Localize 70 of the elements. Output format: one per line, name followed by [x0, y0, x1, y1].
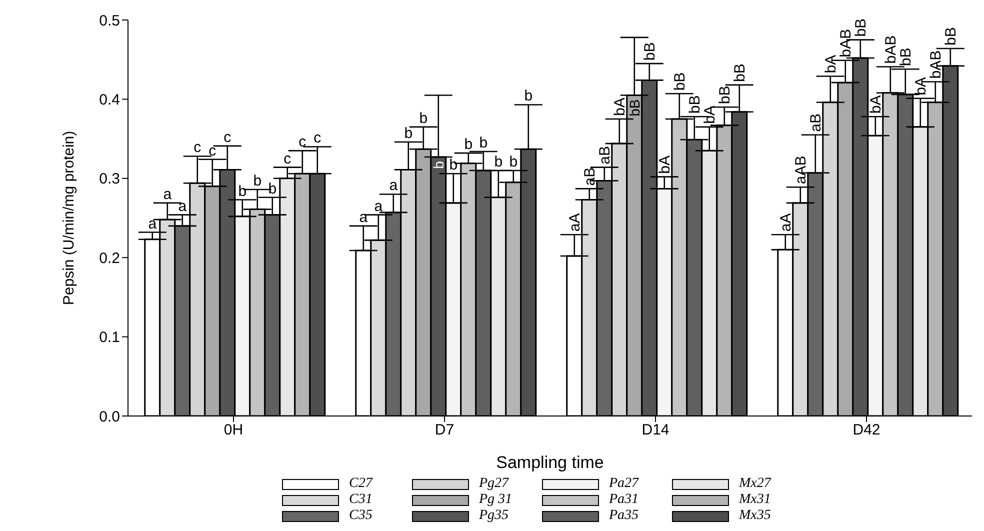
data-label: b — [524, 88, 533, 105]
legend-label: Pa27 — [609, 476, 639, 492]
legend-label: C35 — [349, 508, 372, 524]
data-label: bB — [716, 86, 734, 104]
legend-label: Mx27 — [739, 476, 771, 492]
data-label: bA — [611, 98, 628, 116]
data-label: bB — [686, 95, 704, 114]
data-label: bB — [671, 72, 688, 91]
data-label: bB — [942, 27, 960, 46]
data-label: c — [314, 130, 322, 147]
data-label: c — [224, 128, 232, 146]
data-label: b — [509, 153, 518, 170]
legend-label: Pg27 — [479, 476, 509, 492]
x-axis-title: Sampling time — [496, 453, 604, 472]
x-tick-label: 0H — [224, 422, 244, 439]
data-label: a — [389, 177, 398, 194]
data-label: aA — [777, 213, 794, 232]
y-tick-label: 0.2 — [99, 250, 120, 267]
data-label: b — [253, 172, 262, 190]
data-label: b — [464, 136, 473, 154]
data-label: bA — [656, 155, 674, 174]
data-label: bA — [912, 77, 930, 96]
data-label: c — [284, 150, 292, 168]
data-label: b — [419, 110, 428, 127]
legend-label: Pa31 — [609, 492, 639, 508]
legend-label: C31 — [349, 492, 372, 508]
data-label: c — [194, 139, 202, 156]
data-label: b — [268, 180, 277, 198]
data-label: b — [404, 124, 413, 142]
data-label: aAB — [792, 156, 810, 184]
y-tick-label: 0.1 — [99, 329, 120, 346]
data-label: b — [449, 156, 458, 174]
data-label: aA — [566, 213, 584, 232]
data-label: bA — [822, 54, 840, 74]
x-tick-label: D42 — [852, 422, 880, 439]
y-tick-label: 0.5 — [99, 12, 120, 30]
x-tick-label: D14 — [642, 422, 670, 439]
data-label: a — [148, 215, 158, 232]
data-label: bB — [641, 42, 658, 61]
data-label: aB — [596, 146, 614, 164]
data-label: aB — [581, 167, 598, 186]
data-label: a — [359, 208, 368, 226]
legend-label: Pg35 — [479, 508, 509, 524]
legend-label: Mx35 — [739, 508, 771, 524]
data-label: bB — [626, 99, 642, 116]
y-tick-label: 0.3 — [99, 170, 120, 188]
data-label: aB — [807, 113, 824, 132]
data-label: b — [479, 134, 488, 152]
y-axis-title: Pepsin (U/min/mg protein) — [60, 130, 78, 306]
data-label: c — [298, 134, 307, 151]
data-label: a — [178, 198, 188, 215]
data-label: a — [163, 186, 172, 203]
legend-label: C27 — [349, 476, 372, 492]
legend-label: Mx31 — [739, 492, 771, 508]
data-label: bB — [731, 64, 748, 82]
data-label: bAB — [882, 35, 900, 64]
data-label: bA — [867, 95, 884, 114]
data-label: b — [430, 160, 446, 169]
data-label: bAB — [837, 29, 854, 58]
data-label: c — [208, 142, 217, 160]
data-label: bAB — [927, 50, 944, 79]
data-label: b — [494, 153, 503, 170]
data-label: bB — [852, 18, 870, 37]
x-tick-label: D7 — [434, 422, 454, 439]
y-tick-label: 0.0 — [99, 408, 120, 426]
legend-label: Pg 31 — [479, 492, 512, 508]
y-tick-label: 0.4 — [99, 92, 120, 109]
data-label: a — [374, 198, 384, 215]
data-label: bB — [897, 48, 914, 66]
legend-label: Pa35 — [609, 508, 639, 524]
